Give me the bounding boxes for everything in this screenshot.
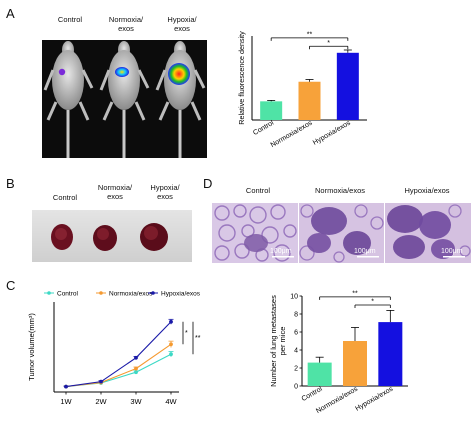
sig-label-1: * (371, 299, 374, 306)
sig-label-0: ** (307, 31, 313, 38)
ivis-mice-figure (43, 41, 206, 158)
legend-label-1: Normoxia/exos (109, 291, 153, 298)
x-tick-label-0: 1W (60, 397, 72, 406)
legend-marker-1 (99, 291, 103, 295)
panel-b-label-control: Control (52, 193, 78, 202)
y-axis-label-line-1: per mice (278, 327, 287, 356)
mouse-normoxia (99, 41, 150, 158)
signal-control (58, 68, 66, 76)
x-tick-label-1: 2W (95, 397, 107, 406)
panel-a-label-hypoxia: Hypoxia/ exos (167, 15, 197, 33)
scale-bar-text-3: 100μm (441, 248, 463, 255)
point-2-3 (169, 319, 173, 324)
ivis-image-panel (42, 40, 207, 158)
histology-normoxia: 100μm (299, 203, 384, 263)
point-1-3 (169, 342, 173, 347)
point-2-1 (99, 379, 103, 384)
legend-label-2: Hypoxia/exos (161, 291, 201, 298)
point-2-0 (64, 384, 68, 389)
point-0-3 (169, 352, 173, 357)
bar-2 (336, 52, 359, 120)
mouse-hypoxia (155, 41, 206, 158)
tumor-figure (51, 223, 168, 251)
panel-label-a: A (6, 6, 15, 21)
legend-marker-2 (151, 291, 155, 295)
bar-1 (298, 81, 321, 120)
sig-label-1: ** (195, 335, 201, 342)
point-0-2 (134, 370, 138, 375)
legend-label-0: Control (57, 291, 79, 298)
panel-label-c: C (6, 278, 16, 293)
panel-b-label-hypoxia: Hypoxia/ exos (150, 183, 180, 201)
point-1-2 (134, 366, 138, 371)
tumor-photo (32, 210, 192, 262)
signal-normoxia (115, 67, 129, 77)
panel-label-d: D (203, 176, 213, 191)
chart-fluorescence: Relative fluorescence density ControlNorm… (237, 31, 367, 149)
panel-d-label-control: Control (245, 186, 271, 195)
x-tick-label-2: Hypoxia/exos (312, 119, 352, 146)
scale-bar-text-2: 100μm (354, 248, 376, 255)
x-tick-label-3: 4W (165, 397, 177, 406)
x-tick-label-0: Control (301, 385, 324, 403)
y-tick-label-3: 6 (294, 330, 298, 337)
bar-1 (343, 341, 367, 386)
y-axis-label: Tumor volume(mm³) (27, 313, 36, 381)
y-axis-label: Number of lung metastasesper mice (269, 295, 287, 387)
bar-0 (307, 362, 332, 386)
y-tick-label-2: 4 (294, 348, 298, 355)
y-tick-label-0: 0 (294, 384, 298, 391)
panel-a-label-control: Control (57, 15, 83, 24)
y-axis-label: Relative fluorescence density (237, 31, 246, 125)
series-line-0 (65, 353, 172, 388)
bar-2 (378, 322, 403, 386)
point-2-2 (134, 355, 138, 360)
panel-label-b: B (6, 176, 15, 191)
sig-label-0: * (185, 330, 188, 337)
x-tick-label-1: Normoxia/exos (270, 119, 314, 149)
y-tick-label-4: 8 (294, 312, 298, 319)
chart-tumor-volume: Tumor volume(mm³) 1W 2W 3W 4W Control Normoxia… (27, 291, 201, 407)
panel-d-label-hypoxia: Hypoxia/exos (404, 186, 450, 195)
sig-label-1: * (327, 40, 330, 47)
histology-hypoxia: 100μm (385, 203, 471, 263)
x-tick-label-2: Hypoxia/exos (354, 385, 394, 412)
mouse-control (43, 41, 94, 158)
panel-b-label-normoxia: Normoxia/ exos (97, 183, 133, 201)
sig-label-0: ** (352, 290, 358, 297)
scale-bar-text-1: 100μm (270, 248, 292, 255)
series-line-2 (65, 321, 172, 388)
series-line-1 (65, 343, 172, 388)
y-tick-label-1: 2 (294, 366, 298, 373)
y-tick-label-5: 10 (290, 294, 298, 301)
y-axis-label-line-0: Number of lung metastases (269, 295, 278, 387)
histology-control: 100μm (212, 203, 298, 263)
bar-0 (260, 101, 283, 120)
x-tick-label-0: Control (252, 119, 275, 137)
panel-a-label-normoxia: Normoxia/ exos (108, 15, 144, 33)
panel-d-label-normoxia: Normoxia/exos (314, 186, 366, 195)
signal-hypoxia (168, 63, 190, 85)
legend-marker-0 (47, 291, 51, 295)
x-tick-label-2: 3W (130, 397, 142, 406)
